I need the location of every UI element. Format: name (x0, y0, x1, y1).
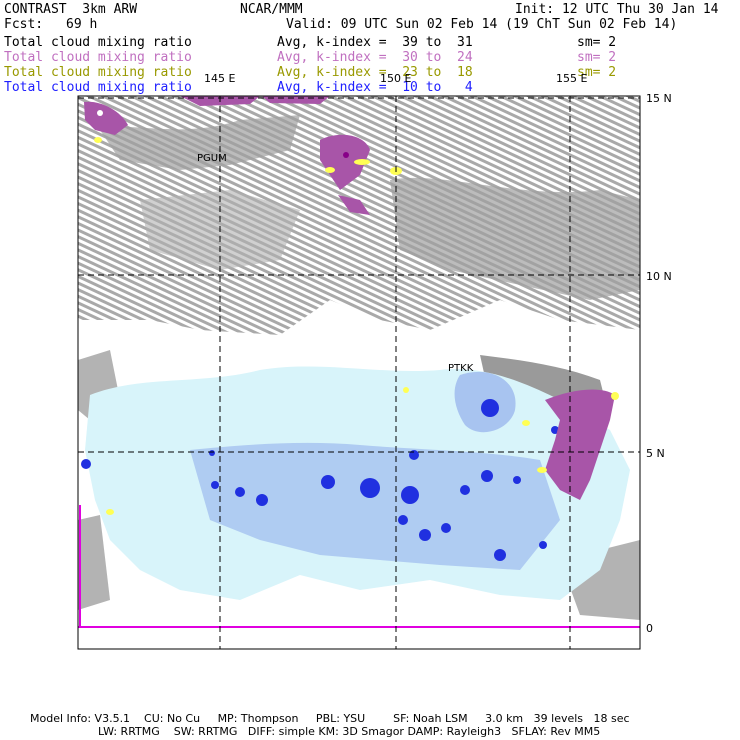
field-range-2: Avg, k-index = 30 to 24 (277, 50, 473, 65)
lat-label-10n: 10 N (646, 270, 672, 283)
lat-label-0: 0 (646, 622, 653, 635)
map-frame (77, 95, 641, 650)
field-range-4: Avg, k-index = 10 to 4 (277, 80, 473, 95)
station-pgum: PGUM (197, 153, 227, 164)
lat-label-15n: 15 N (646, 92, 672, 105)
field-name-1: Total cloud mixing ratio (4, 35, 192, 50)
mid-cloud-layer (84, 96, 615, 500)
field-range-3: Avg, k-index = 23 to 18 (277, 65, 473, 80)
forecast-label: Fcst: (4, 17, 44, 32)
org-label: NCAR/MMM (240, 2, 303, 17)
field-range-1: Avg, k-index = 39 to 31 (277, 35, 473, 50)
convective-cores (81, 399, 559, 561)
field-smooth-2: sm= 2 (577, 50, 617, 65)
lat-lon-grid (78, 96, 640, 649)
field-smooth-3: sm= 2 (577, 65, 617, 80)
field-name-2: Total cloud mixing ratio (4, 50, 192, 65)
lat-label-5n: 5 N (646, 447, 665, 460)
lon-label-155: 155 E (556, 72, 587, 85)
model-title: CONTRAST 3km ARW (4, 2, 138, 17)
shallow-cloud-layer (85, 366, 630, 600)
lon-label-145: 145 E (204, 72, 235, 85)
field-name-4: Total cloud mixing ratio (4, 80, 192, 95)
field-smooth-1: sm= 2 (577, 35, 617, 50)
model-info-line2: LW: RRTMG SW: RRTMG DIFF: simple KM: 3D … (98, 725, 601, 738)
init-time: Init: 12 UTC Thu 30 Jan 14 (515, 2, 719, 17)
model-info-line1: Model Info: V3.5.1 CU: No Cu MP: Thompso… (30, 712, 630, 725)
forecast-hour: 69 h (66, 17, 98, 32)
field-name-3: Total cloud mixing ratio (4, 65, 192, 80)
valid-time: Valid: 09 UTC Sun 02 Feb 14 (19 ChT Sun … (286, 17, 678, 32)
domain-boundary (78, 505, 640, 628)
lon-label-150: 150 E (380, 72, 411, 85)
low-cloud-layer (94, 137, 619, 515)
station-ptkk: PTKK (448, 363, 474, 374)
